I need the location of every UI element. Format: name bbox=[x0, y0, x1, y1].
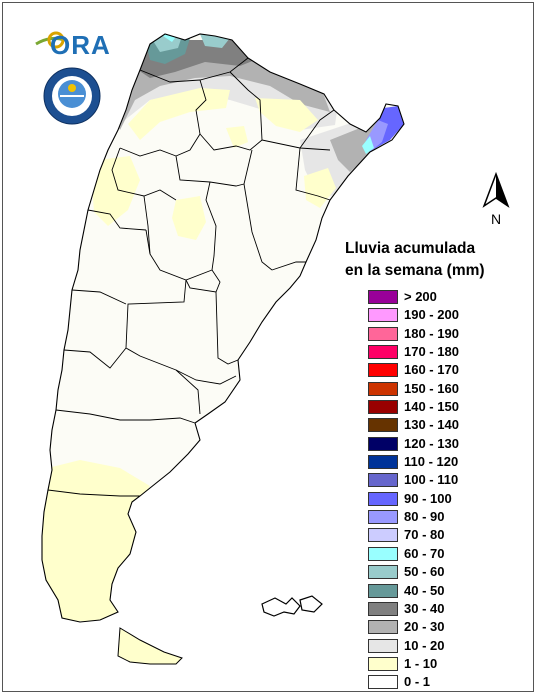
legend-swatch bbox=[368, 400, 398, 415]
legend-label: 160 - 170 bbox=[404, 362, 459, 378]
legend-swatch bbox=[368, 363, 398, 378]
rain-zone-60-70-misiones bbox=[362, 136, 374, 154]
north-label: N bbox=[491, 211, 501, 227]
legend-label: 30 - 40 bbox=[404, 600, 445, 616]
legend-label: 190 - 200 bbox=[404, 307, 459, 323]
legend-swatch bbox=[368, 565, 398, 580]
legend-label: 110 - 120 bbox=[404, 454, 459, 470]
smn-seal-logo bbox=[43, 67, 101, 125]
legend-label: 10 - 20 bbox=[404, 637, 445, 653]
legend-swatch bbox=[368, 418, 398, 433]
legend-swatch bbox=[368, 620, 398, 635]
rain-zone-1-10-patch-cordoba bbox=[172, 196, 206, 240]
legend-swatch bbox=[368, 675, 398, 690]
legend-label: 140 - 150 bbox=[404, 399, 459, 415]
legend-swatch bbox=[368, 473, 398, 488]
legend-label: 1 - 10 bbox=[404, 655, 438, 671]
legend-label: 40 - 50 bbox=[404, 582, 445, 598]
legend-label: 170 - 180 bbox=[404, 344, 459, 360]
rain-zone-1-10-patch-chaco bbox=[226, 126, 248, 148]
malvinas-islands bbox=[261, 595, 323, 617]
legend-swatch bbox=[368, 656, 398, 671]
legend-swatch bbox=[368, 308, 398, 323]
legend-swatch bbox=[368, 491, 398, 506]
legend-label: 0 - 1 bbox=[404, 674, 431, 690]
legend-swatch bbox=[368, 455, 398, 470]
ora-logo bbox=[35, 31, 65, 49]
legend-swatch bbox=[368, 290, 398, 304]
legend-label: 180 - 190 bbox=[404, 325, 459, 341]
province-boundaries bbox=[47, 57, 335, 497]
legend-swatch bbox=[368, 546, 398, 561]
legend-label: 20 - 30 bbox=[404, 619, 445, 635]
argentina-outline bbox=[41, 33, 405, 623]
legend-swatch bbox=[368, 381, 398, 396]
legend-title-line2: en la semana (mm) bbox=[345, 262, 485, 279]
legend-label: 60 - 70 bbox=[404, 545, 445, 561]
legend-swatch bbox=[368, 510, 398, 525]
legend-label: 150 - 160 bbox=[404, 380, 459, 396]
rain-zone-1-10-patch-west bbox=[92, 156, 140, 226]
rain-zone-1-10-patch-center-north bbox=[255, 98, 318, 132]
legend-label: 100 - 110 bbox=[404, 472, 459, 488]
rain-zone-1-10-patch-entrerios bbox=[304, 168, 336, 208]
legend-label: > 200 bbox=[404, 289, 437, 304]
legend-title: Lluvia acumulada en la semana (mm) bbox=[345, 238, 485, 282]
legend-swatch bbox=[368, 345, 398, 360]
legend-label: 80 - 90 bbox=[404, 509, 445, 525]
rain-zone-1-10-patch-south bbox=[42, 460, 150, 622]
legend-swatch bbox=[368, 528, 398, 543]
legend-label: 70 - 80 bbox=[404, 527, 445, 543]
north-arrow-icon: N bbox=[482, 172, 510, 227]
legend-swatch bbox=[368, 583, 398, 598]
legend-label: 90 - 100 bbox=[404, 490, 452, 506]
legend-label: 50 - 60 bbox=[404, 564, 445, 580]
legend-title-line1: Lluvia acumulada bbox=[345, 240, 476, 257]
legend-label: 130 - 140 bbox=[404, 417, 459, 433]
legend-swatch bbox=[368, 638, 398, 653]
legend-label: 120 - 130 bbox=[404, 435, 459, 451]
ora-logo-text: ORA bbox=[50, 30, 111, 60]
legend-swatch bbox=[368, 326, 398, 341]
legend-swatch bbox=[368, 601, 398, 616]
tierra-del-fuego bbox=[117, 627, 183, 665]
legend-swatch bbox=[368, 436, 398, 451]
